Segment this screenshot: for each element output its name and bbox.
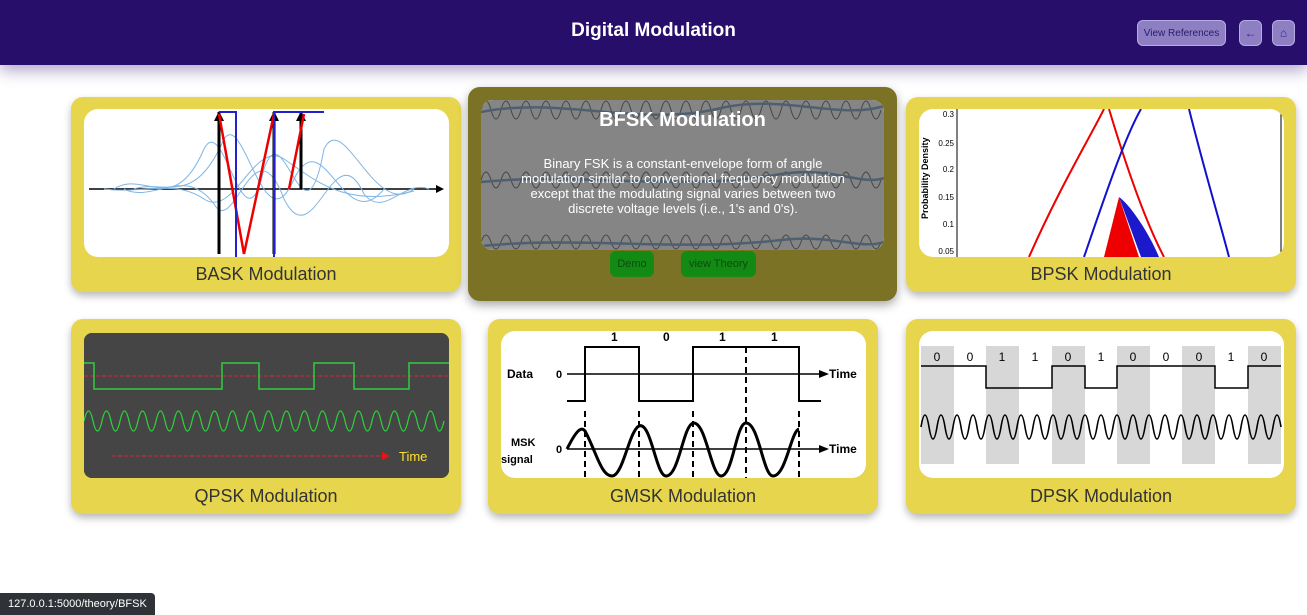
bpsk-ytick: 0.05 — [938, 247, 954, 256]
dpsk-bit: 0 — [1261, 350, 1268, 364]
dpsk-bit: 0 — [967, 350, 974, 364]
dpsk-bit: 1 — [1098, 350, 1105, 364]
gmsk-bit: 1 — [719, 331, 726, 344]
card-label: QPSK Modulation — [194, 486, 338, 506]
bpsk-ytick: 0.1 — [943, 220, 955, 229]
top-app-bar: Digital Modulation View References ← ⌂ — [0, 0, 1307, 65]
dpsk-bit: 1 — [999, 350, 1006, 364]
back-button[interactable]: ← — [1239, 20, 1262, 46]
dpsk-bit: 0 — [1065, 350, 1072, 364]
card-bpsk[interactable]: Probability Density 0.3 0.25 0.2 0.15 0.… — [906, 97, 1296, 292]
dpsk-bit: 0 — [1196, 350, 1203, 364]
view-theory-button[interactable]: view Theory — [681, 251, 756, 277]
bpsk-ytick: 0.2 — [943, 165, 955, 174]
view-references-button[interactable]: View References — [1137, 20, 1226, 46]
link-status-bar: 127.0.0.1:5000/theory/BFSK — [0, 593, 155, 615]
bpsk-ytick: 0.3 — [943, 110, 955, 119]
card-label: DPSK Modulation — [1029, 486, 1173, 506]
bfsk-description: Binary FSK is a constant-envelope form o… — [521, 156, 845, 216]
gmsk-msk-label: MSK — [511, 437, 536, 449]
gmsk-zero-label: 0 — [556, 444, 562, 456]
dpsk-bit: 0 — [934, 350, 941, 364]
gmsk-time-label: Time — [829, 367, 857, 381]
card-bfsk[interactable]: BFSK Modulation Binary FSK is a constant… — [468, 87, 897, 301]
dpsk-bit: 0 — [1130, 350, 1137, 364]
card-gmsk[interactable]: 1 0 1 1 Data 0 MSK signal 0 Time Time — [488, 319, 878, 514]
home-icon: ⌂ — [1279, 26, 1288, 40]
card-bask[interactable]: BASK Modulation — [71, 97, 461, 292]
bask-thumbnail — [84, 109, 449, 257]
dpsk-bit: 0 — [1163, 350, 1170, 364]
card-label: BASK Modulation — [195, 264, 337, 284]
card-label: BPSK Modulation — [1030, 264, 1172, 284]
bfsk-title: BFSK Modulation — [599, 109, 766, 131]
dpsk-bit: 1 — [1032, 350, 1039, 364]
arrow-left-icon: ← — [1244, 26, 1257, 40]
card-dpsk[interactable]: 0 0 1 1 0 1 0 0 0 1 0 DPSK Modulation — [906, 319, 1296, 514]
demo-button[interactable]: Demo — [610, 251, 654, 277]
dpsk-thumbnail: 0 0 1 1 0 1 0 0 0 1 0 — [919, 331, 1284, 478]
card-label: GMSK Modulation — [609, 486, 757, 506]
hover-shade — [481, 100, 884, 250]
gmsk-signal-label: signal — [501, 454, 533, 466]
bpsk-thumbnail: Probability Density 0.3 0.25 0.2 0.15 0.… — [919, 109, 1284, 257]
home-button[interactable]: ⌂ — [1272, 20, 1295, 46]
gmsk-time-label: Time — [829, 442, 857, 456]
card-qpsk[interactable]: Time QPSK Modulation — [71, 319, 461, 514]
gmsk-bit: 1 — [611, 331, 618, 344]
dpsk-bit: 1 — [1228, 350, 1235, 364]
page-title: Digital Modulation — [571, 20, 736, 41]
bpsk-ytick: 0.15 — [938, 193, 954, 202]
gmsk-data-label: Data — [507, 367, 533, 381]
gmsk-zero-label: 0 — [556, 369, 562, 381]
gmsk-thumbnail: 1 0 1 1 Data 0 MSK signal 0 Time Time — [501, 331, 866, 478]
bpsk-ytick: 0.25 — [938, 139, 954, 148]
qpsk-time-label: Time — [399, 449, 427, 464]
gmsk-bit: 0 — [663, 331, 670, 344]
gmsk-bit: 1 — [771, 331, 778, 344]
bpsk-ylabel: Probability Density — [920, 137, 930, 219]
qpsk-thumbnail: Time — [84, 333, 449, 478]
